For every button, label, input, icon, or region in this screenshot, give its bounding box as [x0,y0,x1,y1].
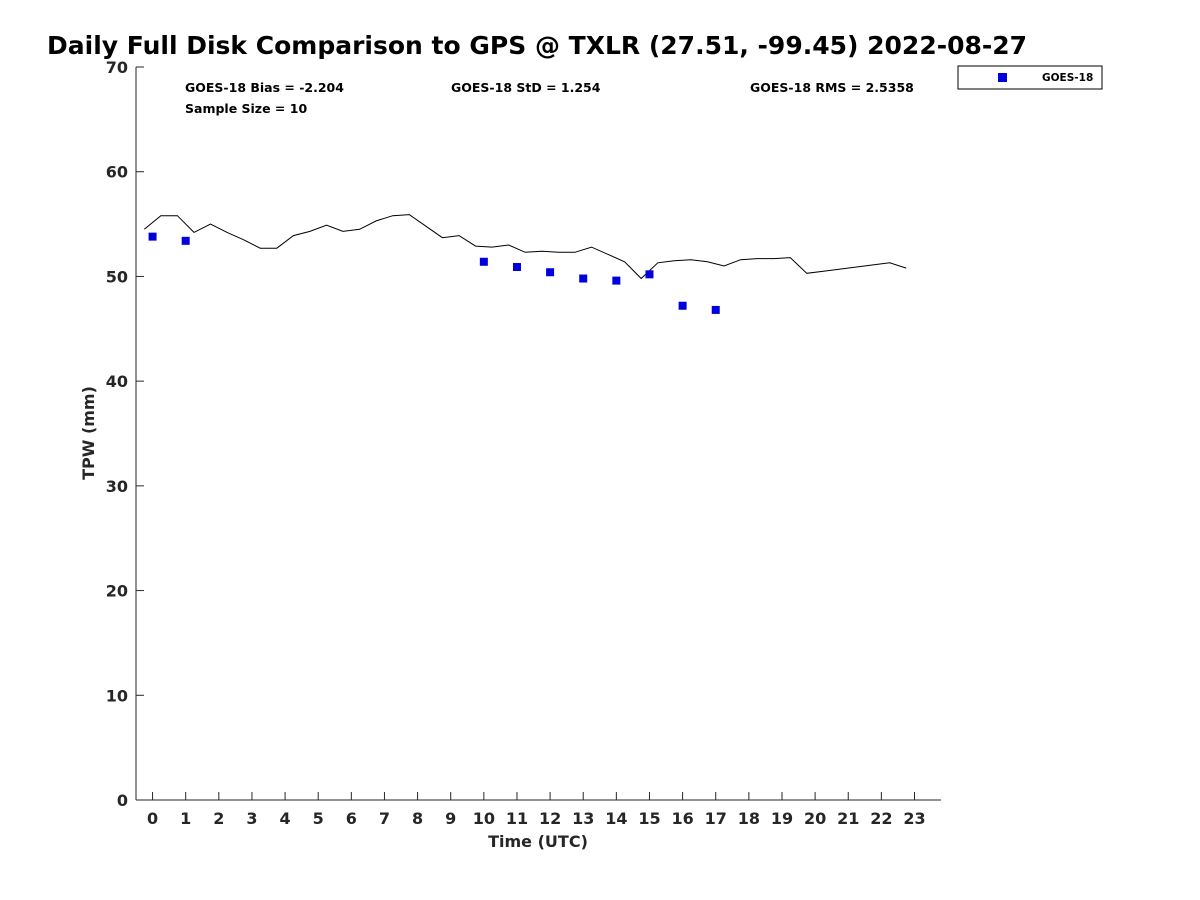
x-tick-label: 9 [445,809,456,828]
x-tick-label: 2 [213,809,224,828]
goes18-data-point [479,257,488,266]
y-tick-label: 70 [106,58,128,77]
x-tick-label: 15 [638,809,660,828]
goes18-data-point [711,305,720,314]
x-tick-label: 22 [870,809,892,828]
x-tick-label: 16 [671,809,693,828]
std-stat: GOES-18 StD = 1.254 [451,80,601,95]
y-tick-label: 40 [106,372,128,391]
goes18-data-point [645,270,654,279]
y-tick-label: 10 [106,686,128,705]
y-tick-label: 60 [106,163,128,182]
x-tick-label: 11 [506,809,528,828]
legend: GOES-18 [957,65,1103,90]
gps-tpw-line [143,214,907,280]
x-tick-label: 14 [605,809,627,828]
x-tick-label: 8 [412,809,423,828]
x-axis-ticks: 0 1 2 3 4 5 6 7 8 9 10 11 12 13 14 15 16 17 18 19 20 21 22 23 [147,792,926,828]
legend-box [957,65,1103,90]
goes18-data-point [612,276,621,285]
legend-label: GOES-18 [1042,72,1093,84]
x-tick-label: 18 [738,809,760,828]
sample-size-stat: Sample Size = 10 [185,101,307,116]
x-tick-label: 23 [903,809,925,828]
x-tick-label: 0 [147,809,158,828]
x-tick-label: 13 [572,809,594,828]
goes18-data-point [512,263,521,272]
goes18-data-point [579,274,588,283]
x-tick-label: 19 [771,809,793,828]
chart-title: Daily Full Disk Comparison to GPS @ TXLR… [47,31,1027,60]
x-tick-label: 21 [837,809,859,828]
goes18-data-point [181,236,190,245]
x-axis-label: Time (UTC) [488,832,588,851]
y-axis-label: TPW (mm) [79,386,98,480]
x-tick-label: 4 [280,809,291,828]
y-tick-label: 30 [106,477,128,496]
series-layer [143,214,907,314]
goes18-data-point [148,232,157,241]
x-tick-label: 12 [539,809,561,828]
goes18-data-point [678,301,687,310]
y-axis-ticks: 0 10 20 30 40 50 60 70 [106,58,144,810]
rms-stat: GOES-18 RMS = 2.5358 [750,80,914,95]
x-tick-label: 3 [246,809,257,828]
x-tick-label: 5 [313,809,324,828]
x-tick-label: 1 [180,809,191,828]
x-tick-label: 10 [473,809,495,828]
y-tick-label: 0 [117,791,128,810]
legend-marker [998,73,1007,82]
plot-axes [135,67,941,801]
goes18-data-point [546,268,555,277]
x-tick-label: 20 [804,809,826,828]
y-tick-label: 50 [106,267,128,286]
x-tick-label: 6 [346,809,357,828]
y-tick-label: 20 [106,582,128,601]
bias-stat: GOES-18 Bias = -2.204 [185,80,344,95]
x-tick-label: 7 [379,809,390,828]
x-tick-label: 17 [705,809,727,828]
